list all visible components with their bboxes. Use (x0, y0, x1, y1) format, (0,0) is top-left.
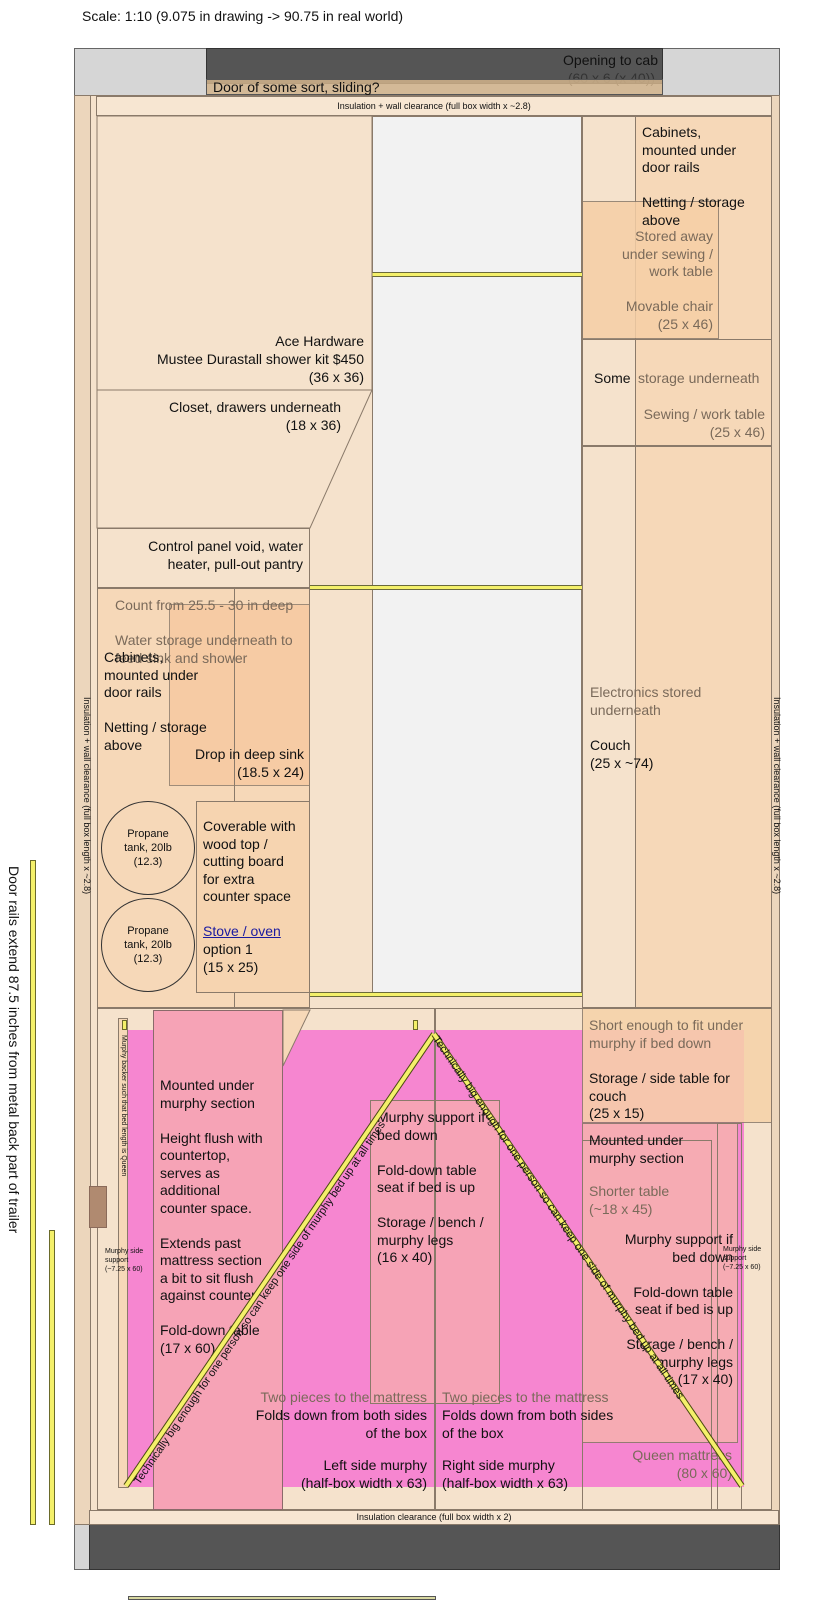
left-murphy-side (118, 1018, 128, 1488)
left-clearance (74, 95, 91, 1525)
backer-rail-center (413, 1020, 418, 1030)
left-cabinets-label: Cabinets, mounted under door rails Netti… (104, 649, 207, 753)
cab-opening-label: Opening to cab (563, 52, 658, 68)
bottom-clearance-label: Insulation clearance (full box width x 2… (356, 1512, 512, 1522)
stove-link[interactable]: Stove / oven (203, 923, 281, 939)
bottom-stub (128, 1596, 436, 1600)
top-clearance-label: Insulation + wall clearance (full box wi… (337, 101, 531, 111)
propane-tank-2: Propane tank, 20lb (12.3) (101, 898, 195, 992)
couch-label: Couch (25 x ~74) (590, 737, 654, 771)
counter-divider (234, 588, 310, 1008)
trailer-back (89, 1524, 780, 1570)
some-storage-label-a: Some (594, 370, 631, 386)
closet-label: Closet, drawers underneath (18 x 36) (169, 399, 341, 433)
right-murphy-label: Right side murphy (half-box width x 63) (442, 1457, 569, 1491)
stove-option-label: option 1 (15 x 25) (203, 941, 259, 975)
water-storage-label: Water storage underneath to feed sink an… (115, 632, 293, 666)
sink-label: Drop in deep sink (18.5 x 24) (195, 746, 304, 780)
right-cabinets-label: Cabinets, mounted under door rails Netti… (642, 124, 745, 228)
walkway-rail-1 (372, 272, 582, 277)
control-panel-void (97, 528, 310, 588)
right-murphy-side (717, 1123, 742, 1510)
counter-label: Count from 25.5 - 30 in deep (115, 597, 294, 613)
coverable-label: Coverable with wood top / cutting board … (203, 818, 296, 904)
walkway-rail-3 (310, 992, 582, 997)
right-murphy-side-label: Murphy side support (~7.25 x 60) (723, 1246, 762, 1271)
left-murphy-label: Left side murphy (half-box width x 63) (300, 1457, 427, 1491)
electronics-label: Electronics stored underneath (590, 684, 702, 718)
couch-area (582, 446, 772, 1008)
propane-tank-1: Propane tank, 20lb (12.3) (101, 801, 195, 895)
wall-fixture (89, 1186, 107, 1228)
cab-opening (206, 48, 663, 84)
right-pieces-faded: Two pieces to the mattress (442, 1389, 609, 1405)
shorter-table-label: Shorter table (~18 x 45) (589, 1183, 670, 1217)
left-murphy-side-label: Murphy side support (~7.25 x 60) (105, 1248, 144, 1273)
side-table-label-b: Storage / side table for couch (25 x 15) (589, 1070, 730, 1121)
murphy-divider (434, 1008, 436, 1510)
chair-label: Stored away under sewing / work table Mo… (621, 228, 713, 332)
right-shorter-table (582, 1123, 738, 1443)
stove-area (196, 801, 310, 993)
right-mount-section (582, 1140, 712, 1510)
door-rail-1 (30, 860, 36, 1525)
mounted-under-label: Mounted under murphy section (589, 1132, 684, 1166)
sink-area (169, 604, 310, 786)
sliding-door[interactable] (206, 79, 663, 95)
sewing-label: Sewing / work table (25 x 46) (643, 406, 765, 440)
left-pieces-label: Folds down from both sides of the box (255, 1407, 427, 1441)
side-table-label-a: Short enough to fit under murphy if bed … (589, 1017, 744, 1051)
scale-note: Scale: 1:10 (9.075 in drawing -> 90.75 i… (82, 8, 404, 24)
door-rail-2 (49, 1230, 55, 1525)
control-panel-label: Control panel void, water heater, pull-o… (148, 538, 303, 572)
right-pieces-label: Folds down from both sides of the box (442, 1407, 614, 1441)
right-side-table (582, 1008, 772, 1123)
left-fold-table (153, 1010, 283, 1510)
shower-label: Ace Hardware Mustee Durastall shower kit… (157, 333, 364, 385)
top-clearance (96, 96, 772, 116)
backer-rail-left (122, 1020, 127, 1030)
sewing-area (582, 339, 772, 446)
center-walkway (372, 116, 582, 996)
queen-mattress-label: Queen mattress (80 x 60) (632, 1447, 732, 1481)
center-support-label: Murphy support if bed down Fold-down tab… (377, 1109, 486, 1265)
right-murphy-support-label: Murphy support if bed down Fold-down tab… (624, 1231, 733, 1387)
door-rails-note: Door rails extend 87.5 inches from metal… (6, 866, 22, 1234)
bottom-clearance (89, 1510, 779, 1525)
walkway-rail-2 (310, 585, 582, 590)
some-storage-label-b: storage underneath (638, 370, 760, 386)
sliding-door-label: Door of some sort, sliding? (213, 79, 380, 95)
chair-area (582, 201, 719, 339)
left-pieces-faded: Two pieces to the mattress (260, 1389, 427, 1405)
